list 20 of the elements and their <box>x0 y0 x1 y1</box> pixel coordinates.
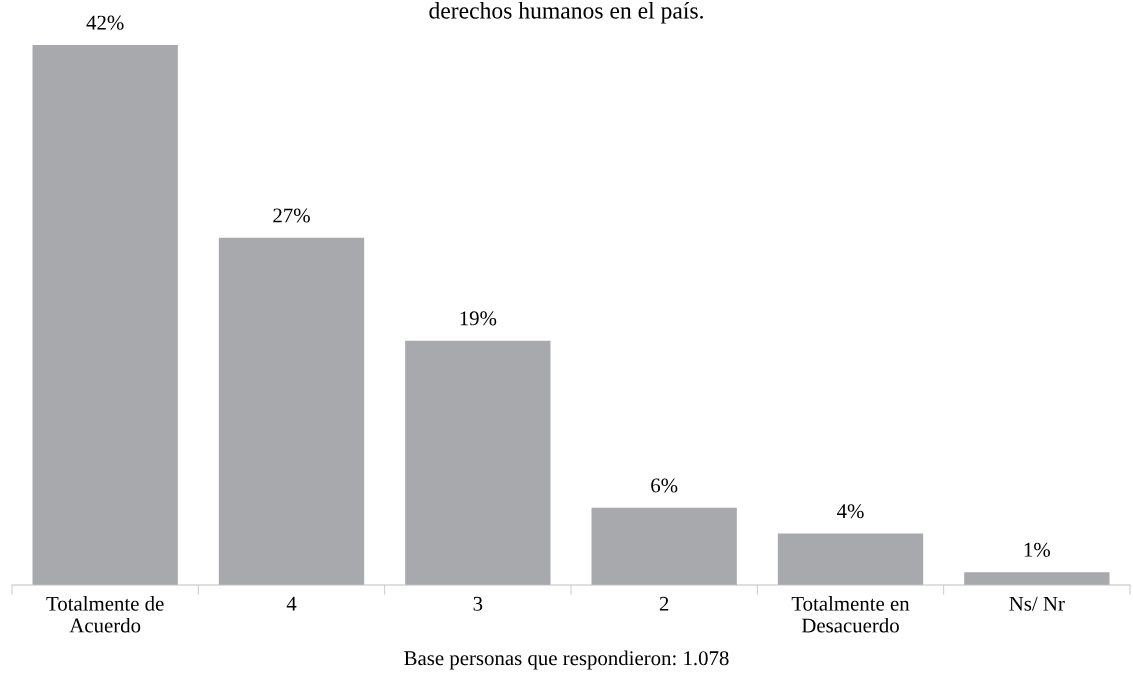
x-tick-label: Totalmente en Desacuerdo <box>791 596 910 633</box>
bar <box>32 45 178 585</box>
bar <box>405 340 551 585</box>
x-tick-label: 2 <box>659 596 669 611</box>
data-label: 1% <box>1024 542 1051 557</box>
x-tick-label: Totalmente de Acuerdo <box>46 596 164 633</box>
chart-title: derechos humanos en el país. <box>429 2 703 24</box>
data-label: 42% <box>86 15 124 30</box>
x-tick-label: 4 <box>286 596 297 611</box>
x-tick-label: Ns/ Nr <box>1009 596 1065 611</box>
bar <box>218 237 365 585</box>
data-label: 4% <box>837 504 864 519</box>
data-label: 27% <box>273 208 310 223</box>
data-label: 19% <box>460 311 497 326</box>
data-label: 6% <box>651 478 678 493</box>
text: Base personas que respondieron: 1.078 <box>404 650 729 670</box>
x-tick-label: 3 <box>473 596 483 611</box>
bar <box>777 533 924 585</box>
bar <box>591 507 737 585</box>
bar <box>964 572 1110 585</box>
